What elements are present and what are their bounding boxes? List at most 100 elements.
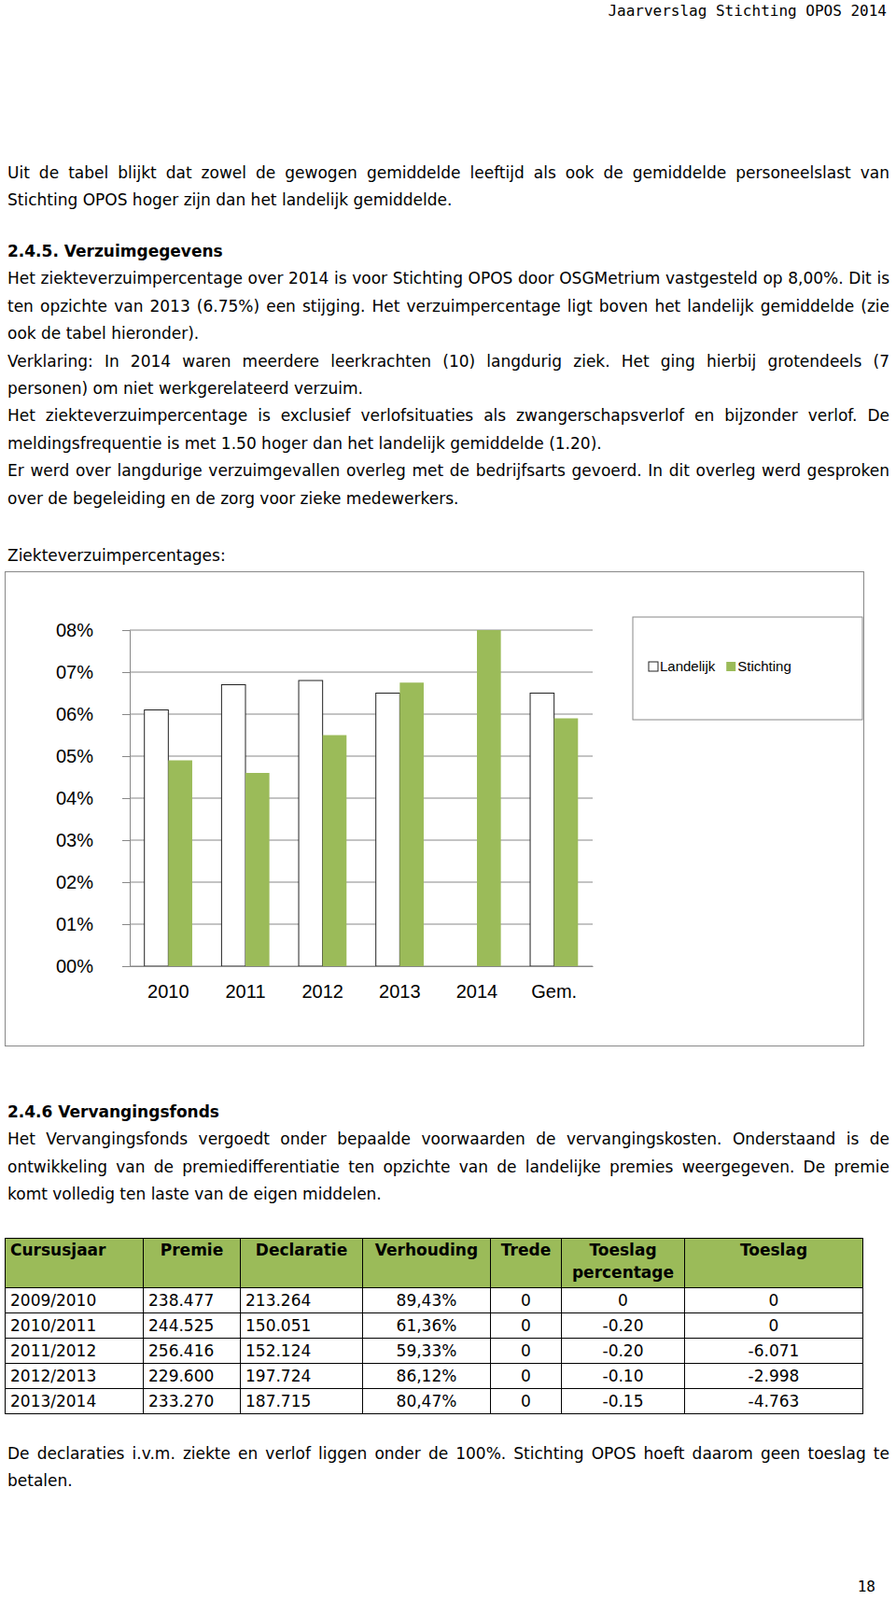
y-tick: 06%: [56, 703, 130, 725]
paragraph: Het ziekteverzuimpercentage over 2014 is…: [7, 265, 890, 348]
grid-line: [129, 798, 593, 799]
table-cell: -2.998: [685, 1363, 864, 1389]
bar: [221, 685, 246, 967]
table-cell: 86,12%: [363, 1363, 491, 1389]
table-row: 2012/2013229.600197.72486,12%0-0.10-2.99…: [5, 1363, 864, 1389]
bar: [554, 718, 579, 967]
x-tick: 2013: [378, 980, 421, 1002]
grid-line: [129, 882, 593, 883]
grid-line: [129, 714, 593, 715]
table-cell: 233.270: [143, 1388, 241, 1414]
x-axis: 20102011201220132014Gem.: [130, 966, 594, 1003]
table-cell: 61,36%: [363, 1313, 491, 1339]
tick-label: Gem.: [531, 980, 577, 1002]
legend: Landelijk Stichting: [632, 616, 863, 720]
table-cell: 0: [490, 1288, 562, 1314]
tick-label: 2012: [301, 980, 344, 1002]
table-row: 2011/2012256.416152.12459,33%0-0.20-6.07…: [5, 1338, 864, 1364]
table-cell: 0: [490, 1388, 562, 1414]
table-cell: 0: [490, 1363, 562, 1389]
tick-label: 2010: [147, 980, 190, 1002]
tick-mark: [122, 924, 130, 925]
tick-mark: [122, 756, 130, 757]
grid: [129, 630, 593, 966]
table-row: 2013/2014233.270187.71580,47%0-0.15-4.76…: [5, 1388, 864, 1414]
table-cell: -0.15: [561, 1388, 686, 1414]
table-cell: 0: [685, 1313, 864, 1339]
section-vervangingsfonds: 2.4.6 VervangingsfondsHet Vervangingsfon…: [7, 1098, 890, 1209]
table-header-cell: Declaratie: [240, 1238, 364, 1288]
chart: 00%01%02%03%04%05%06%07%08%2010201120122…: [4, 571, 865, 1047]
tick-label: 03%: [56, 829, 94, 851]
table-cell: -0.10: [561, 1363, 686, 1389]
bar: [144, 710, 169, 967]
paragraph: Er werd over langdurige verzuimgevallen …: [7, 457, 890, 513]
legend-label: Landelijk: [659, 658, 716, 674]
table-header-cell: Toeslag: [685, 1238, 864, 1288]
table-cell: 152.124: [240, 1338, 364, 1364]
tick-mark: [122, 714, 130, 715]
x-tick: 2010: [147, 980, 190, 1002]
paragraph: Verklaring: In 2014 waren meerdere leerk…: [7, 348, 890, 404]
tick-mark: [122, 966, 130, 967]
table-header-cell: Premie: [143, 1238, 241, 1288]
tick-label: 07%: [56, 661, 94, 683]
tick-label: 08%: [56, 619, 94, 641]
page: Jaarverslag Stichting OPOS 2014Uit de ta…: [0, 0, 896, 1600]
tick-label: 04%: [56, 787, 94, 809]
table-cell: 2013/2014: [5, 1388, 144, 1414]
table-cell: 197.724: [240, 1363, 364, 1389]
table-cell: 2012/2013: [5, 1363, 144, 1389]
table-cell: -0.20: [561, 1313, 686, 1339]
table-cell: -6.071: [685, 1338, 864, 1364]
legend-swatch: [648, 661, 658, 672]
table-cell: 2011/2012: [5, 1338, 144, 1364]
grid-line: [129, 672, 593, 673]
table-cell: -0.20: [561, 1338, 686, 1364]
tick-mark: [122, 798, 130, 799]
table-cell: 0: [490, 1338, 562, 1364]
tick-label: 2011: [224, 980, 266, 1002]
y-axis: 00%01%02%03%04%05%06%07%08%: [56, 619, 131, 977]
intro-paragraph: Uit de tabel blijkt dat zowel de gewogen…: [7, 159, 890, 215]
legend-swatch: [726, 661, 736, 672]
y-tick: 01%: [56, 913, 130, 935]
bar: [530, 693, 555, 967]
tick-mark: [122, 882, 130, 883]
grid-line: [129, 630, 593, 631]
x-tick: Gem.: [531, 980, 577, 1002]
axis-line: [122, 630, 131, 967]
grid-line: [129, 756, 593, 757]
table-cell: 229.600: [143, 1363, 241, 1389]
table-cell: 59,33%: [363, 1338, 491, 1364]
bar: [322, 735, 348, 967]
y-tick: 07%: [56, 661, 130, 683]
table-cell: 256.416: [143, 1338, 241, 1364]
legend-label: Stichting: [737, 658, 792, 674]
table-header-row: CursusjaarPremieDeclaratieVerhoudingTred…: [5, 1238, 864, 1288]
y-tick: 03%: [56, 829, 130, 851]
table-cell: 2010/2011: [5, 1313, 144, 1339]
table-header-cell: Verhouding: [363, 1238, 491, 1288]
y-tick: 00%: [56, 955, 130, 977]
table-header-cell: Toeslag percentage: [561, 1238, 686, 1288]
paragraph: Het Vervangingsfonds vergoedt onder bepa…: [7, 1125, 890, 1208]
table-cell: -4.763: [685, 1388, 864, 1414]
table-cell: 213.264: [240, 1288, 364, 1314]
table-header-cell: Cursusjaar: [5, 1238, 144, 1288]
tick-label: 01%: [56, 913, 94, 935]
tick-label: 02%: [56, 871, 94, 893]
bar: [298, 680, 323, 966]
bar: [399, 682, 424, 966]
y-tick: 04%: [56, 787, 130, 809]
paragraph: Het ziekteverzuimpercentage is exclusief…: [7, 402, 890, 458]
bars: [144, 630, 579, 966]
legend-box: [632, 616, 863, 720]
table-cell: 244.525: [143, 1313, 241, 1339]
table-cell: 0: [490, 1313, 562, 1339]
closing-paragraph: De declaraties i.v.m. ziekte en verlof l…: [7, 1440, 890, 1496]
x-tick: 2012: [301, 980, 344, 1002]
chart-frame: [5, 572, 865, 1047]
table-cell: 2009/2010: [5, 1288, 144, 1314]
grid-line: [129, 966, 593, 967]
